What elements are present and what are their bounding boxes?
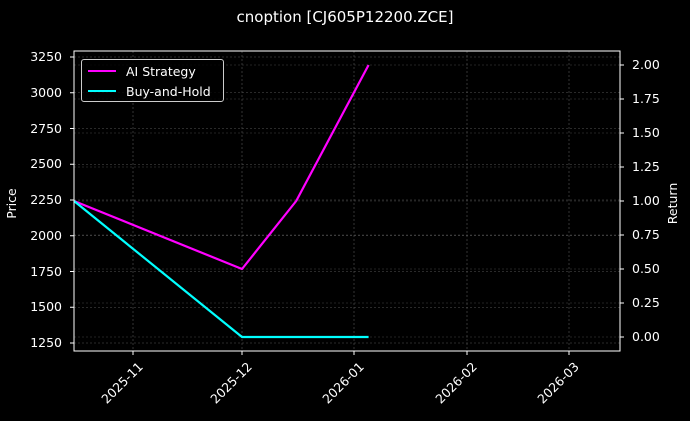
legend-item-buy-and-hold: Buy-and-Hold	[88, 82, 211, 100]
legend-item-ai-strategy: AI Strategy	[88, 62, 196, 80]
legend-swatch-buy-and-hold	[88, 89, 116, 93]
right-tick-label: 1.50	[632, 125, 660, 140]
left-tick-label: 1250	[30, 335, 62, 350]
left-tick-label: 2750	[30, 120, 62, 136]
left-tick-label: 1750	[30, 263, 62, 279]
series-line-buy-and-hold	[73, 200, 369, 339]
left-tick-label: 2500	[30, 156, 62, 172]
right-tick-label: 1.75	[632, 91, 660, 106]
left-tick-label: 1500	[30, 299, 62, 315]
left-tick-label: 2000	[30, 227, 62, 243]
left-tick-label: 2250	[30, 192, 62, 207]
right-tick-label: 0.75	[632, 227, 660, 242]
right-tick-label: 1.00	[632, 193, 660, 208]
right-axis-title: Return	[665, 182, 681, 225]
legend-label: Buy-and-Hold	[126, 83, 211, 99]
series-line-ai-strategy	[73, 64, 370, 271]
left-axis-title: Price	[3, 188, 19, 219]
legend: AI Strategy Buy-and-Hold	[81, 59, 224, 102]
right-tick-label: 0.50	[632, 261, 660, 276]
right-tick-label: 1.25	[632, 159, 660, 174]
chart-title: cnoption [CJ605P12200.ZCE]	[236, 8, 454, 26]
right-tick-label: 2.00	[632, 57, 660, 72]
legend-label: AI Strategy	[126, 63, 196, 79]
right-tick-label: 0.00	[632, 329, 660, 344]
left-tick-label: 3250	[30, 49, 62, 64]
right-tick-label: 0.25	[632, 295, 660, 310]
legend-swatch-ai-strategy	[88, 69, 116, 73]
left-tick-label: 3000	[30, 84, 62, 100]
